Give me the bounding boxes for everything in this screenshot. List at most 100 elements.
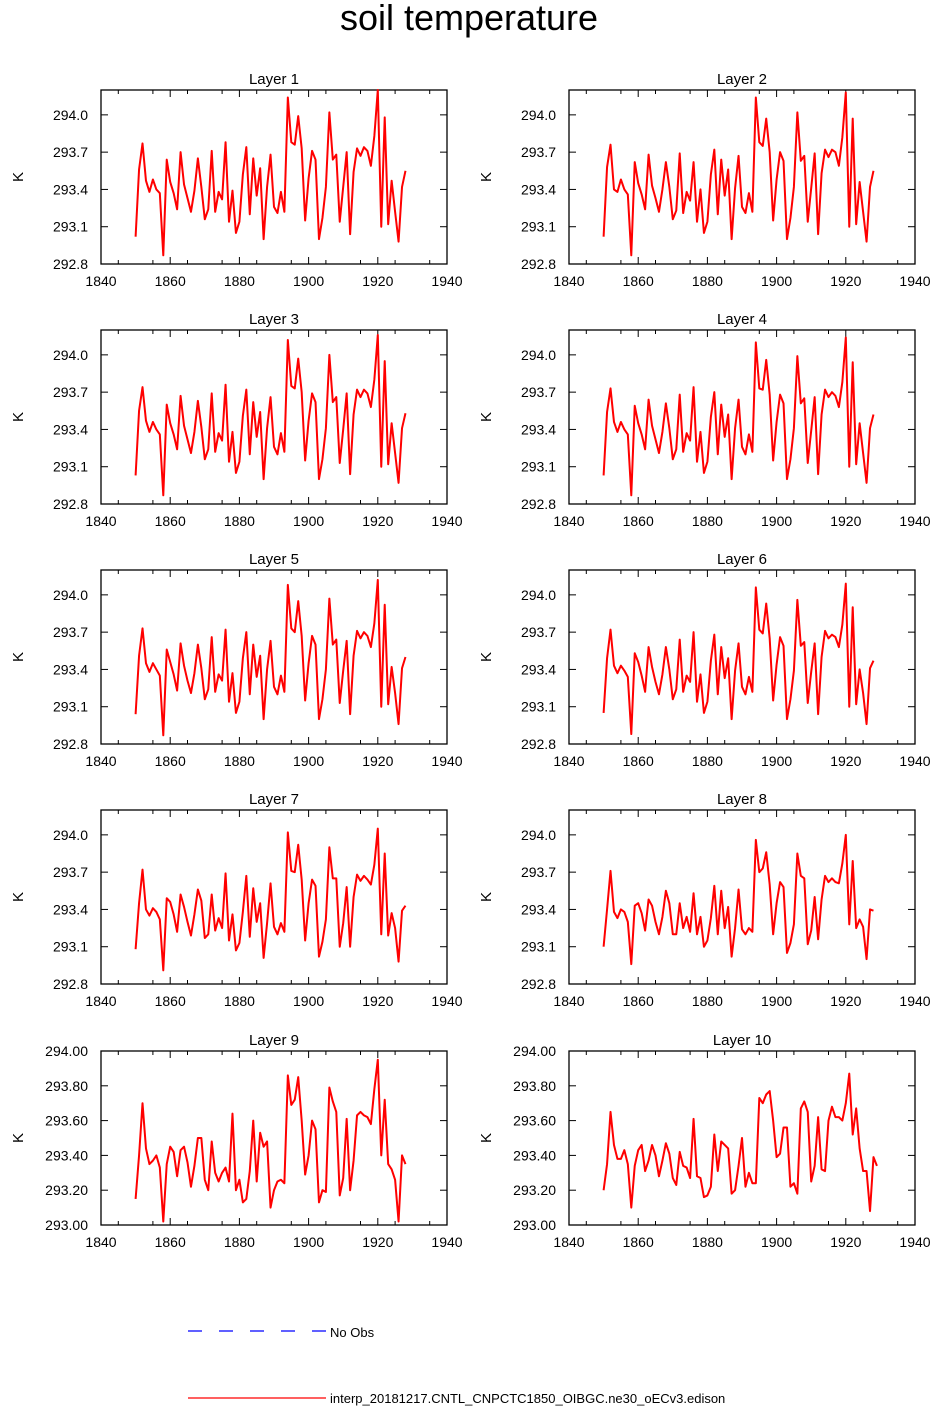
x-tick-label: 1860 xyxy=(155,753,186,769)
y-tick-label: 293.7 xyxy=(521,384,556,400)
panel-title: Layer 10 xyxy=(713,1032,771,1049)
x-tick-label: 1900 xyxy=(293,753,324,769)
x-tick-label: 1860 xyxy=(623,1234,654,1250)
y-tick-label: 293.1 xyxy=(53,459,88,475)
x-tick-label: 1920 xyxy=(830,273,861,289)
x-tick-label: 1940 xyxy=(431,753,462,769)
x-tick-label: 1840 xyxy=(85,513,116,529)
panel-3: Layer 3 K 1840 1860 1880 1900 1920 1940 292.8 293… xyxy=(10,311,463,529)
plot-frame xyxy=(100,89,448,265)
series-line xyxy=(134,89,407,257)
panel-8: Layer 8 K 1840 1860 1880 1900 1920 1940 292.8 293… xyxy=(478,791,931,1009)
y-tick-label: 293.00 xyxy=(513,1217,556,1233)
series-line xyxy=(134,1058,407,1223)
panel-title: Layer 2 xyxy=(717,71,767,88)
panel-7: Layer 7 K 1840 1860 1880 1900 1920 1940 292.8 293… xyxy=(10,791,463,1009)
panel-title: Layer 6 xyxy=(717,551,767,568)
plot-frame xyxy=(100,569,448,745)
y-tick-label: 293.40 xyxy=(45,1147,88,1163)
y-tick-label: 293.1 xyxy=(521,939,556,955)
y-tick-label: 294.0 xyxy=(53,107,88,123)
y-axis-label: K xyxy=(478,892,495,902)
x-tick-label: 1840 xyxy=(553,1234,584,1250)
y-tick-label: 294.0 xyxy=(521,347,556,363)
x-tick-label: 1880 xyxy=(692,273,723,289)
figure-title: soil temperature xyxy=(339,0,599,38)
y-tick-label: 293.60 xyxy=(513,1113,556,1129)
x-tick-label: 1860 xyxy=(623,753,654,769)
y-tick-label: 293.1 xyxy=(521,699,556,715)
x-tick-label: 1860 xyxy=(623,993,654,1009)
x-tick-label: 1840 xyxy=(85,993,116,1009)
x-tick-label: 1860 xyxy=(155,273,186,289)
y-tick-label: 293.4 xyxy=(521,421,556,437)
y-tick-label: 293.7 xyxy=(521,624,556,640)
panel-5: Layer 5 K 1840 1860 1880 1900 1920 1940 292.8 293… xyxy=(10,551,463,769)
y-tick-label: 293.80 xyxy=(45,1078,88,1094)
x-tick-label: 1940 xyxy=(899,993,930,1009)
y-tick-label: 293.7 xyxy=(53,144,88,160)
x-tick-label: 1940 xyxy=(899,753,930,769)
plot-frame xyxy=(568,89,916,265)
panel-9: Layer 9 K 1840 1860 1880 1900 1920 1940 293.00 29… xyxy=(10,1032,463,1250)
panel-title: Layer 9 xyxy=(249,1032,299,1049)
series-line xyxy=(134,578,407,737)
x-tick-label: 1860 xyxy=(155,1234,186,1250)
y-tick-label: 292.8 xyxy=(53,256,88,272)
y-tick-label: 292.8 xyxy=(521,496,556,512)
x-tick-label: 1840 xyxy=(85,273,116,289)
y-tick-label: 292.8 xyxy=(53,976,88,992)
x-tick-label: 1840 xyxy=(85,753,116,769)
y-axis-label: K xyxy=(478,412,495,422)
x-tick-label: 1900 xyxy=(761,1234,792,1250)
x-tick-label: 1900 xyxy=(293,273,324,289)
series-line xyxy=(602,91,875,257)
y-tick-label: 293.4 xyxy=(53,901,88,917)
y-tick-label: 293.1 xyxy=(521,219,556,235)
y-tick-label: 294.0 xyxy=(53,827,88,843)
y-tick-label: 292.8 xyxy=(53,736,88,752)
y-tick-label: 294.0 xyxy=(521,107,556,123)
y-tick-label: 293.1 xyxy=(53,939,88,955)
x-tick-label: 1840 xyxy=(553,273,584,289)
plot-frame xyxy=(100,809,448,985)
y-tick-label: 292.8 xyxy=(521,736,556,752)
x-tick-label: 1920 xyxy=(362,993,393,1009)
y-axis-label: K xyxy=(10,172,27,182)
y-axis-label: K xyxy=(10,892,27,902)
y-tick-label: 293.4 xyxy=(53,421,88,437)
y-tick-label: 294.00 xyxy=(513,1043,556,1059)
panel-4: Layer 4 K 1840 1860 1880 1900 1920 1940 292.8 293… xyxy=(478,311,931,529)
panel-10: Layer 10 K 1840 1860 1880 1900 1920 1940 293.00 2… xyxy=(478,1032,931,1250)
x-tick-label: 1920 xyxy=(830,513,861,529)
legend-model-label: interp_20181217.CNTL_CNPCTC1850_OIBGC.ne… xyxy=(330,1391,726,1406)
plot-frame xyxy=(568,809,916,985)
x-tick-label: 1900 xyxy=(293,993,324,1009)
plot-frame xyxy=(568,329,916,505)
series-line xyxy=(602,582,875,736)
x-tick-label: 1920 xyxy=(830,993,861,1009)
x-tick-label: 1940 xyxy=(431,1234,462,1250)
panel-title: Layer 7 xyxy=(249,791,299,808)
x-tick-label: 1940 xyxy=(899,273,930,289)
x-tick-label: 1940 xyxy=(431,513,462,529)
panel-title: Layer 3 xyxy=(249,311,299,328)
series-line xyxy=(602,336,875,497)
y-tick-label: 293.1 xyxy=(521,459,556,475)
x-tick-label: 1940 xyxy=(431,993,462,1009)
plot-frame xyxy=(568,1050,916,1226)
y-tick-label: 293.40 xyxy=(513,1147,556,1163)
y-axis-label: K xyxy=(10,412,27,422)
x-tick-label: 1920 xyxy=(362,1234,393,1250)
panel-title: Layer 1 xyxy=(249,71,299,88)
y-tick-label: 293.20 xyxy=(45,1182,88,1198)
panel-2: Layer 2 K 1840 1860 1880 1900 1920 1940 292.8 293… xyxy=(478,71,931,289)
x-tick-label: 1860 xyxy=(623,273,654,289)
x-tick-label: 1880 xyxy=(692,513,723,529)
x-tick-label: 1920 xyxy=(830,753,861,769)
x-tick-label: 1860 xyxy=(155,993,186,1009)
y-tick-label: 293.4 xyxy=(53,181,88,197)
panel-6: Layer 6 K 1840 1860 1880 1900 1920 1940 292.8 293… xyxy=(478,551,931,769)
